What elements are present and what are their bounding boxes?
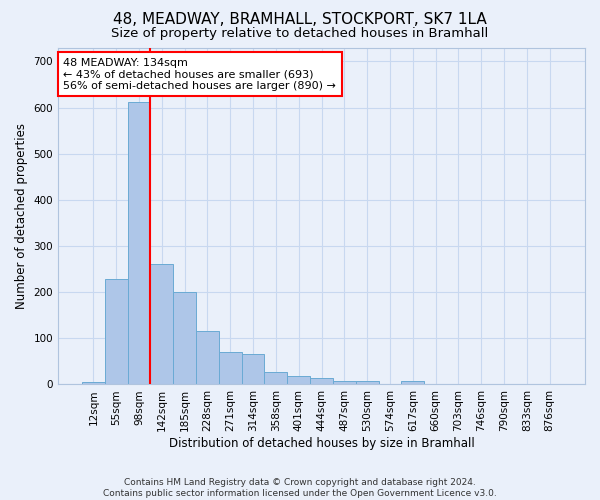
Bar	[105, 279, 128, 384]
Bar	[173, 292, 196, 384]
Bar	[333, 381, 356, 384]
Text: 48, MEADWAY, BRAMHALL, STOCKPORT, SK7 1LA: 48, MEADWAY, BRAMHALL, STOCKPORT, SK7 1L…	[113, 12, 487, 28]
Bar	[151, 264, 173, 384]
Bar	[82, 382, 105, 384]
Bar	[287, 376, 310, 384]
Bar	[128, 102, 151, 385]
Text: Contains HM Land Registry data © Crown copyright and database right 2024.
Contai: Contains HM Land Registry data © Crown c…	[103, 478, 497, 498]
Y-axis label: Number of detached properties: Number of detached properties	[15, 123, 28, 309]
Bar	[242, 354, 265, 384]
Text: Size of property relative to detached houses in Bramhall: Size of property relative to detached ho…	[112, 28, 488, 40]
Bar	[310, 378, 333, 384]
Bar	[196, 332, 219, 384]
Bar	[265, 372, 287, 384]
Text: 48 MEADWAY: 134sqm
← 43% of detached houses are smaller (693)
56% of semi-detach: 48 MEADWAY: 134sqm ← 43% of detached hou…	[64, 58, 336, 91]
Bar	[219, 352, 242, 384]
Bar	[401, 381, 424, 384]
Bar	[356, 381, 379, 384]
X-axis label: Distribution of detached houses by size in Bramhall: Distribution of detached houses by size …	[169, 437, 475, 450]
